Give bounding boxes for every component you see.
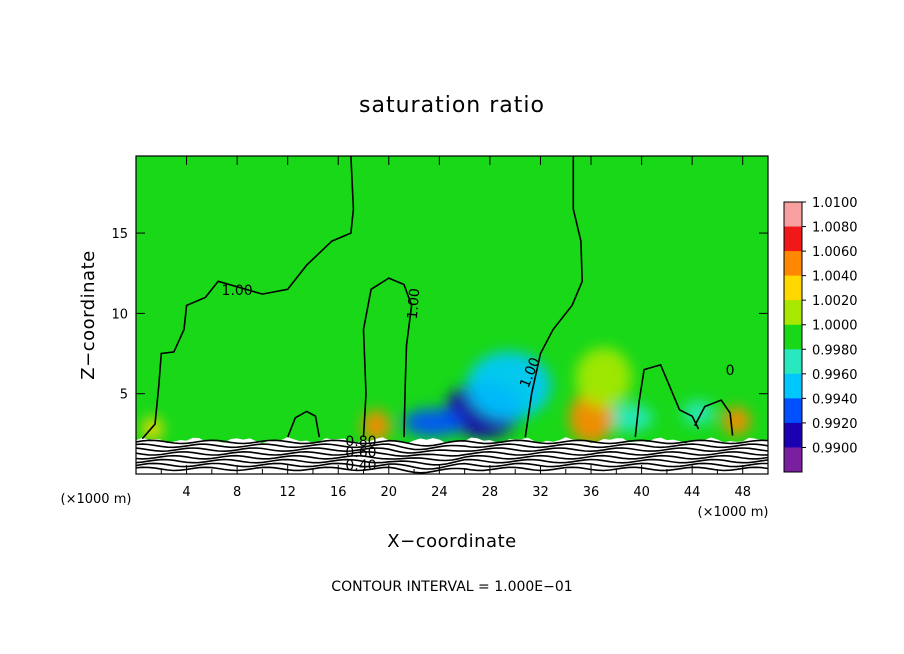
contour-1-00-small-left (286, 410, 321, 438)
contour-surface-6 (136, 462, 768, 470)
plot-frame (135, 155, 769, 475)
colorbar-label: 0.9980 (812, 343, 858, 358)
contour-surface-3 (136, 450, 768, 457)
colorbar-swatch (784, 202, 802, 228)
field-feature-moist (575, 347, 632, 408)
colorbar-swatch (784, 324, 802, 350)
field-feature-moist (722, 407, 751, 435)
y-tick-label: 15 (111, 227, 128, 242)
colorbar-swatch (784, 349, 802, 375)
contour-1-00-far-east (693, 399, 734, 436)
plot-area (136, 156, 768, 474)
colorbar-swatch (784, 275, 802, 301)
x-axis-label: X−coordinate (387, 531, 516, 552)
x-tick-label: 24 (431, 485, 448, 500)
colorbar-swatch (784, 373, 802, 399)
y-tick-label: 10 (111, 307, 128, 322)
field-feature-dry (604, 403, 653, 432)
contour-surface-1 (136, 443, 768, 451)
colorbar-label: 1.0000 (812, 319, 858, 334)
colorbar-label: 0.9960 (812, 368, 858, 383)
contour-label: 1.00 (405, 288, 424, 320)
y-tick-label: 5 (120, 388, 128, 403)
contour-label: 0.60 (345, 445, 376, 461)
x-tick-label: 4 (182, 485, 190, 500)
x-tick-label: 48 (734, 485, 751, 500)
colorbar-swatch (784, 422, 802, 448)
x-tick-label: 16 (330, 485, 347, 500)
colorbar: 1.0100 1.0080 1.0060 1.0040 1.0020 1.0000 0.99… (783, 196, 858, 473)
x-tick-label: 36 (583, 485, 600, 500)
contour-surface-5 (136, 458, 768, 466)
x-unit-left: (×1000 m) (61, 492, 132, 507)
contour-surface-0 (136, 439, 768, 447)
chart-title: saturation ratio (359, 93, 545, 118)
contour-interval-note: CONTOUR INTERVAL = 1.000E−01 (331, 579, 572, 595)
colorbar-swatch (784, 226, 802, 252)
contour-1-00-right (524, 156, 584, 438)
colorbar-label: 1.0040 (812, 270, 858, 285)
field-feature-moist (142, 417, 163, 442)
colorbar-label: 0.9940 (812, 392, 858, 407)
contour-label: 0.80 (345, 434, 376, 450)
x-tick-label: 32 (532, 485, 549, 500)
contour-lines (136, 156, 768, 474)
colorbar-swatch (784, 447, 802, 473)
colorbar-label: 1.0060 (812, 245, 858, 260)
contour-1-00-left (141, 156, 355, 440)
x-tick-label: 44 (684, 485, 701, 500)
x-tick-label: 20 (381, 485, 398, 500)
contour-surface-4 (136, 454, 768, 462)
x-tick-label: 12 (279, 485, 296, 500)
x-tick-label: 8 (233, 485, 241, 500)
field-feature-moist (362, 409, 391, 442)
contour-surface-2 (136, 447, 768, 454)
x-tick-label: 28 (482, 485, 499, 500)
axes (135, 155, 769, 475)
y-axis-ticks: 5 10 15 (111, 227, 768, 403)
colorbar-frame (783, 201, 803, 473)
x-tick-label: 40 (633, 485, 650, 500)
contour-label: 0 (726, 363, 735, 379)
colorbar-swatch (784, 300, 802, 326)
y-axis-label: Z−coordinate (78, 250, 99, 379)
contour-surface-7 (136, 466, 768, 474)
field-feature-dry (682, 400, 715, 425)
x-unit-right: (×1000 m) (698, 505, 769, 520)
contour-label: 1.00 (222, 283, 253, 299)
colorbar-label: 1.0100 (812, 196, 858, 211)
contour-1-00-east (634, 363, 700, 438)
colorbar-swatch (784, 398, 802, 424)
field-feature-dry (403, 408, 464, 437)
contour-1-00-middle (362, 277, 413, 438)
x-axis-ticks: 4 8 12 16 20 24 28 32 36 40 44 48 (160, 156, 751, 500)
colorbar-label: 1.0080 (812, 221, 858, 236)
colorbar-label: 0.9920 (812, 417, 858, 432)
colorbar-label: 1.0020 (812, 294, 858, 309)
contour-label: 0.40 (345, 458, 376, 474)
colorbar-label: 0.9900 (812, 441, 858, 456)
contour-labels: 1.00 1.001.00 00.800.600.40 (222, 283, 735, 474)
colorbar-swatch (784, 251, 802, 277)
